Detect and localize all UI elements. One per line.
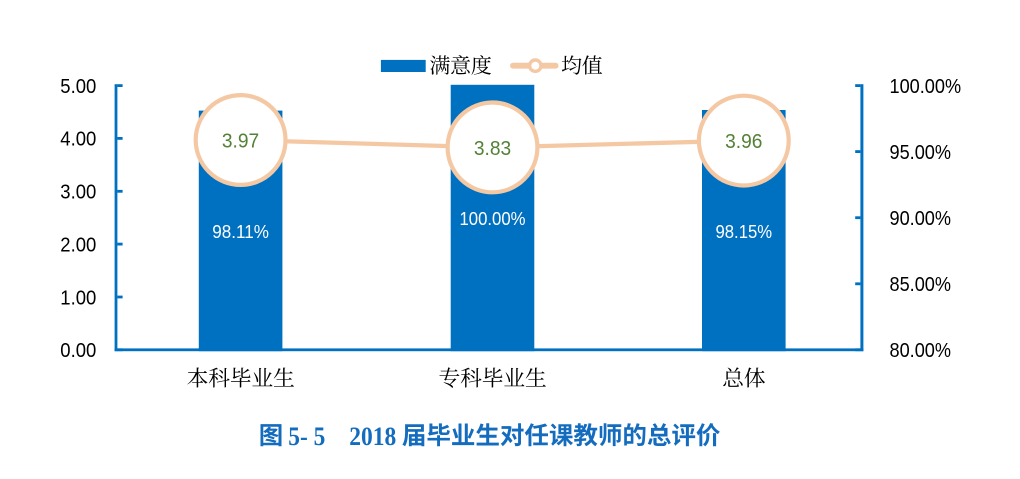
svg-text:1.00: 1.00 <box>60 287 96 309</box>
svg-text:3.96: 3.96 <box>725 131 762 153</box>
svg-text:3.83: 3.83 <box>474 138 511 160</box>
svg-text:85.00%: 85.00% <box>890 274 952 296</box>
svg-text:80.00%: 80.00% <box>890 340 952 362</box>
svg-text:98.15%: 98.15% <box>716 222 773 242</box>
svg-text:0.00: 0.00 <box>60 340 96 362</box>
svg-text:2018: 2018 <box>349 422 396 451</box>
svg-text:2.00: 2.00 <box>60 234 96 256</box>
svg-text:3.00: 3.00 <box>60 182 96 204</box>
svg-text:100.00%: 100.00% <box>890 76 962 98</box>
svg-text:100.00%: 100.00% <box>460 209 526 229</box>
svg-text:5- 5: 5- 5 <box>288 422 325 451</box>
svg-text:95.00%: 95.00% <box>890 142 952 164</box>
svg-text:90.00%: 90.00% <box>890 208 952 230</box>
svg-text:98.11%: 98.11% <box>212 222 269 242</box>
svg-text:3.97: 3.97 <box>222 130 259 152</box>
svg-text:4.00: 4.00 <box>60 129 96 151</box>
svg-text:5.00: 5.00 <box>60 76 96 98</box>
